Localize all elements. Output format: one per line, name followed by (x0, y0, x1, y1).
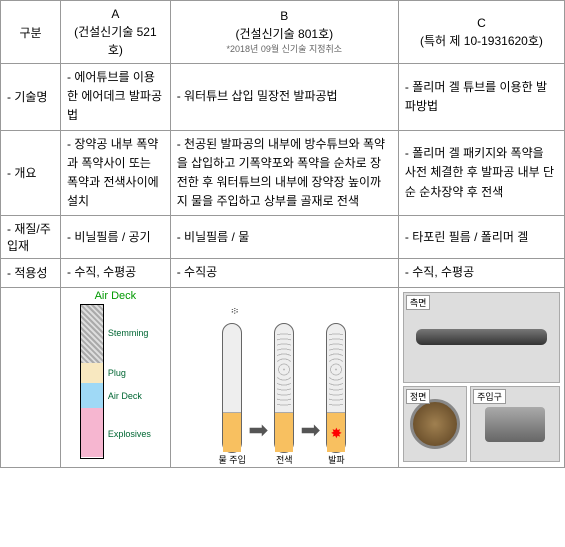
blast-icon: ✸ (331, 425, 343, 442)
label-stemming: Stemming (108, 304, 151, 364)
arrow-icon-2: ➡ (300, 416, 320, 445)
diagram-c-cell: 측면 정면 주입구 (398, 287, 564, 467)
tube-charge-2 (275, 412, 293, 452)
cell-applicability-b: - 수직공 (170, 259, 398, 287)
photo-inlet: 주입구 (470, 386, 560, 462)
comparison-table: 구분 A (건설신기술 521호) B (건설신기술 801호) *2018년 … (0, 0, 565, 468)
row-tech-name: - 기술명 - 에어튜브를 이용한 에어데크 발파공법 - 워터튜브 삽입 밀장… (1, 64, 565, 131)
cell-applicability-a: - 수직, 수평공 (61, 259, 171, 287)
row-diagram: Air Deck Stemming Plug Air Deck Ex (1, 287, 565, 467)
cell-overview-a: - 장약공 내부 폭약과 폭약사이 또는 폭약과 전색사이에 설치 (61, 130, 171, 216)
cell-material-b: - 비닐필름 / 물 (170, 216, 398, 259)
header-col-b-title: B (건설신기술 801호) (177, 7, 392, 43)
photo-inlet-placeholder (485, 407, 545, 442)
label-tech-name: - 기술명 (1, 64, 61, 131)
label-diagram (1, 287, 61, 467)
photo-side-label: 측면 (406, 295, 431, 310)
tube-charge-1 (223, 412, 241, 452)
photo-front-label: 정면 (406, 389, 431, 404)
cell-tech-c: - 폴리머 겔 튜브를 이용한 발파방법 (398, 64, 564, 131)
segment-plug (81, 363, 103, 383)
segment-explosives (81, 408, 103, 457)
photo-side-placeholder (416, 329, 548, 345)
cell-overview-c: - 폴리머 겔 패키지와 폭약을 사전 체결한 후 발파공 내부 단순 순차장약… (398, 130, 564, 216)
tube-step-1: ፨ 물 주입 (222, 323, 242, 453)
cell-tech-a: - 에어튜브를 이용한 에어데크 발파공법 (61, 64, 171, 131)
tube-label-1: 물 주입 (218, 453, 246, 466)
cell-tech-b: - 워터튜브 삽입 밀장전 발파공법 (170, 64, 398, 131)
segment-stemming (81, 305, 103, 364)
header-col-b: B (건설신기술 801호) *2018년 09월 신기술 지정취소 (170, 1, 398, 64)
cell-applicability-c: - 수직, 수평공 (398, 259, 564, 287)
label-overview: - 개요 (1, 130, 61, 216)
photo-side: 측면 (403, 292, 560, 384)
tube-step-2: 전색 (274, 323, 294, 453)
water-tube-diagram: ፨ 물 주입 ➡ 전색 ➡ ✸ 발파 (173, 290, 396, 465)
label-explosives: Explosives (108, 409, 151, 459)
air-deck-diagram: Air Deck Stemming Plug Air Deck Ex (63, 290, 168, 465)
diagram-a-cell: Air Deck Stemming Plug Air Deck Ex (61, 287, 171, 467)
header-col-b-note: *2018년 09월 신기술 지정취소 (177, 43, 392, 57)
tube-label-3: 발파 (322, 453, 350, 466)
tube-stemming-2 (277, 332, 291, 407)
arrow-icon-1: ➡ (248, 416, 268, 445)
label-airdeck: Air Deck (108, 383, 151, 409)
cell-overview-b: - 천공된 발파공의 내부에 방수튜브와 폭약을 삽입하고 기폭약포와 폭약을 … (170, 130, 398, 216)
diagram-a-title: Air Deck (95, 290, 137, 302)
header-col-c: C (특허 제 10-1931620호) (398, 1, 564, 64)
header-row: 구분 A (건설신기술 521호) B (건설신기술 801호) *2018년 … (1, 1, 565, 64)
segment-airdeck (81, 383, 103, 409)
air-deck-labels: Stemming Plug Air Deck Explosives (108, 304, 151, 459)
label-applicability: - 적용성 (1, 259, 61, 287)
air-deck-column (80, 304, 104, 459)
water-spray-icon: ፨ (231, 306, 238, 317)
photo-front: 정면 (403, 386, 467, 462)
diagram-b-cell: ፨ 물 주입 ➡ 전색 ➡ ✸ 발파 (170, 287, 398, 467)
header-category: 구분 (1, 1, 61, 64)
polymer-gel-photos: 측면 정면 주입구 (401, 290, 562, 465)
label-material: - 재질/주입재 (1, 216, 61, 259)
cell-material-c: - 타포린 필름 / 폴리머 겔 (398, 216, 564, 259)
tube-step-3: ✸ 발파 (326, 323, 346, 453)
row-material: - 재질/주입재 - 비닐필름 / 공기 - 비닐필름 / 물 - 타포린 필름… (1, 216, 565, 259)
photo-front-placeholder (410, 399, 460, 449)
row-overview: - 개요 - 장약공 내부 폭약과 폭약사이 또는 폭약과 전색사이에 설치 -… (1, 130, 565, 216)
tube-stemming-3 (329, 332, 343, 407)
tube-label-2: 전색 (270, 453, 298, 466)
header-col-a: A (건설신기술 521호) (61, 1, 171, 64)
cell-material-a: - 비닐필름 / 공기 (61, 216, 171, 259)
label-plug: Plug (108, 363, 151, 383)
row-applicability: - 적용성 - 수직, 수평공 - 수직공 - 수직, 수평공 (1, 259, 565, 287)
photo-inlet-label: 주입구 (473, 389, 506, 404)
